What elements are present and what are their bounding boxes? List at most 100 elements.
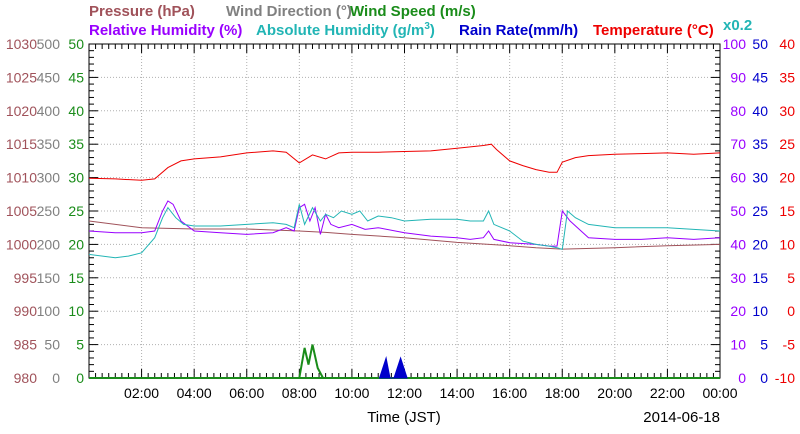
relative-humidity-tick-label: 10 bbox=[730, 337, 746, 353]
relative-humidity-tick-label: 40 bbox=[730, 236, 746, 252]
x-tick-label: 10:00 bbox=[334, 385, 369, 401]
wind-speed-tick-label: 30 bbox=[68, 170, 84, 186]
wind-direction-tick-label: 100 bbox=[37, 303, 61, 319]
x-tick-label: 16:00 bbox=[492, 385, 527, 401]
legend-pressure: Pressure (hPa) bbox=[89, 3, 195, 20]
temperature-tick-label: 30 bbox=[779, 103, 795, 119]
pressure-tick-label: 1020 bbox=[6, 103, 37, 119]
pressure-tick-label: 1005 bbox=[6, 203, 37, 219]
rain-rate-tick-label: 5 bbox=[760, 337, 768, 353]
pressure-tick-label: 1030 bbox=[6, 36, 37, 52]
x-tick-label: 22:00 bbox=[650, 385, 685, 401]
temperature-tick-label: 25 bbox=[779, 136, 795, 152]
relative-humidity-tick-label: 0 bbox=[738, 370, 746, 386]
temperature-tick-label: 0 bbox=[787, 303, 795, 319]
wind-direction-tick-label: 500 bbox=[37, 36, 61, 52]
temperature-tick-label: 20 bbox=[779, 170, 795, 186]
x-tick-label: 00:00 bbox=[702, 385, 737, 401]
wind-direction-tick-label: 450 bbox=[37, 69, 61, 85]
legend-absolute-humidity: Absolute Humidity (g/m3) bbox=[256, 21, 435, 39]
pressure-axis: 1030 1025 1020 1015 1010 1005 1000 995 990 985 980 bbox=[6, 36, 37, 386]
rain-rate-tick-label: 40 bbox=[752, 103, 768, 119]
wind-direction-tick-label: 300 bbox=[37, 170, 61, 186]
wind-direction-tick-label: 200 bbox=[37, 236, 61, 252]
relative-humidity-tick-label: 60 bbox=[730, 170, 746, 186]
time-axis: 02:00 04:00 06:00 08:00 10:00 12:00 14:00 16:00… bbox=[124, 385, 738, 401]
temperature-tick-label: 40 bbox=[779, 36, 795, 52]
pressure-tick-label: 990 bbox=[14, 303, 38, 319]
legend-absolute-humidity-sup: 3 bbox=[424, 21, 430, 32]
legend-temperature: Temperature (°C) bbox=[593, 22, 714, 39]
wind-speed-tick-label: 50 bbox=[68, 36, 84, 52]
x-tick-label: 08:00 bbox=[282, 385, 317, 401]
wind-speed-tick-label: 10 bbox=[68, 303, 84, 319]
temperature-tick-label: 5 bbox=[787, 270, 795, 286]
relative-humidity-tick-label: 80 bbox=[730, 103, 746, 119]
temperature-tick-label: -10 bbox=[775, 370, 795, 386]
temperature-tick-label: 10 bbox=[779, 236, 795, 252]
pressure-tick-label: 1000 bbox=[6, 236, 37, 252]
relative-humidity-tick-label: 70 bbox=[730, 136, 746, 152]
x-tick-label: 18:00 bbox=[545, 385, 580, 401]
wind-speed-tick-label: 0 bbox=[76, 370, 84, 386]
wind-direction-tick-label: 350 bbox=[37, 136, 61, 152]
x-tick-label: 06:00 bbox=[229, 385, 264, 401]
series-temperature-c bbox=[88, 143, 721, 181]
grid bbox=[89, 44, 720, 378]
wind-speed-tick-label: 5 bbox=[76, 337, 84, 353]
x-tick-label: 04:00 bbox=[177, 385, 212, 401]
pressure-tick-label: 995 bbox=[14, 270, 38, 286]
wind-speed-tick-label: 35 bbox=[68, 136, 84, 152]
rain-rate-tick-label: 30 bbox=[752, 170, 768, 186]
wind-direction-tick-label: 150 bbox=[37, 270, 61, 286]
series-relative-humidity bbox=[88, 200, 721, 247]
x-tick-label: 14:00 bbox=[440, 385, 475, 401]
scale-note: x0.2 bbox=[723, 17, 752, 34]
legend: Pressure (hPa) Wind Direction (°) Wind S… bbox=[89, 3, 752, 39]
legend-rain-rate: Rain Rate(mm/h) bbox=[459, 22, 578, 39]
series-rain-rate-mm-h bbox=[378, 356, 408, 379]
chart-date: 2014-06-18 bbox=[643, 409, 720, 426]
temperature-tick-label: 35 bbox=[779, 69, 795, 85]
wind-speed-tick-label: 25 bbox=[68, 203, 84, 219]
legend-wind-direction: Wind Direction (°) bbox=[226, 3, 352, 20]
legend-relative-humidity: Relative Humidity (%) bbox=[89, 22, 242, 39]
series-wind-speed-m-s-gusts bbox=[298, 344, 324, 379]
wind-speed-tick-label: 40 bbox=[68, 103, 84, 119]
rain-rate-tick-label: 50 bbox=[752, 36, 768, 52]
pressure-tick-label: 1010 bbox=[6, 170, 37, 186]
wind-direction-tick-label: 400 bbox=[37, 103, 61, 119]
pressure-tick-label: 980 bbox=[14, 370, 38, 386]
relative-humidity-tick-label: 50 bbox=[730, 203, 746, 219]
rain-rate-tick-label: 35 bbox=[752, 136, 768, 152]
legend-wind-speed: Wind Speed (m/s) bbox=[350, 3, 476, 20]
temperature-axis: 40 35 30 25 20 15 10 5 0 -5 -10 bbox=[775, 36, 795, 386]
pressure-tick-label: 985 bbox=[14, 337, 38, 353]
wind-speed-tick-label: 45 bbox=[68, 69, 84, 85]
series-absolute-humidity-g-m3 bbox=[88, 204, 721, 259]
x-tick-label: 12:00 bbox=[387, 385, 422, 401]
x-tick-label: 20:00 bbox=[597, 385, 632, 401]
x-axis-label: Time (JST) bbox=[367, 409, 441, 426]
rain-rate-tick-label: 45 bbox=[752, 69, 768, 85]
wind-speed-tick-label: 15 bbox=[68, 270, 84, 286]
pressure-tick-label: 1015 bbox=[6, 136, 37, 152]
relative-humidity-tick-label: 20 bbox=[730, 303, 746, 319]
temperature-tick-label: 15 bbox=[779, 203, 795, 219]
wind-speed-tick-label: 20 bbox=[68, 236, 84, 252]
rain-rate-tick-label: 15 bbox=[752, 270, 768, 286]
rain-rate-tick-label: 25 bbox=[752, 203, 768, 219]
relative-humidity-tick-label: 100 bbox=[723, 36, 747, 52]
relative-humidity-tick-label: 90 bbox=[730, 69, 746, 85]
temperature-tick-label: -5 bbox=[783, 337, 796, 353]
rain-rate-tick-label: 20 bbox=[752, 236, 768, 252]
pressure-tick-label: 1025 bbox=[6, 69, 37, 85]
legend-absolute-humidity-close: ) bbox=[430, 22, 435, 39]
x-tick-label: 02:00 bbox=[124, 385, 159, 401]
wind-direction-tick-label: 0 bbox=[52, 370, 60, 386]
